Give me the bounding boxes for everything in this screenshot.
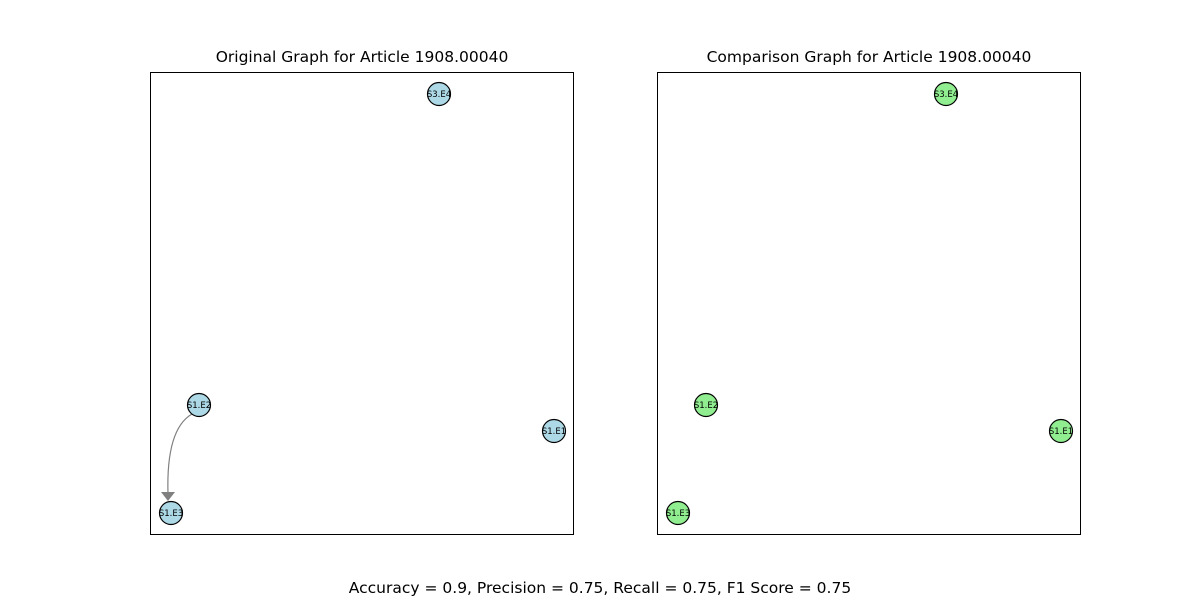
node-circle bbox=[158, 500, 184, 526]
node-S1.E1: S1.E1 bbox=[1048, 418, 1074, 444]
node-circle bbox=[186, 392, 212, 418]
arrowhead-S1.E2-to-S1.E3 bbox=[161, 492, 175, 501]
node-circle bbox=[426, 81, 452, 107]
original-graph-panel bbox=[150, 72, 574, 535]
node-label: S1.E3 bbox=[666, 509, 690, 519]
node-circle bbox=[933, 81, 959, 107]
node-label: S1.E3 bbox=[159, 509, 183, 519]
node-circle bbox=[665, 500, 691, 526]
node-circle bbox=[541, 418, 567, 444]
node-S1.E3: S1.E3 bbox=[665, 500, 691, 526]
comparison-graph-panel bbox=[657, 72, 1081, 535]
metrics-summary: Accuracy = 0.9, Precision = 0.75, Recall… bbox=[348, 579, 852, 597]
node-S1.E3: S1.E3 bbox=[158, 500, 184, 526]
node-circle bbox=[1048, 418, 1074, 444]
node-label: S1.E2 bbox=[694, 401, 718, 411]
node-label: S1.E2 bbox=[187, 401, 211, 411]
nodes-layer: S3.E4 S1.E2 S1.E1 S1.E3 S3.E4 S1.E2 S1.E1 S1.E3 bbox=[158, 81, 1074, 526]
edge-S1.E2-to-S1.E3 bbox=[167, 413, 193, 495]
node-circle bbox=[693, 392, 719, 418]
node-S1.E1: S1.E1 bbox=[541, 418, 567, 444]
node-S3.E4: S3.E4 bbox=[426, 81, 452, 107]
node-S1.E2: S1.E2 bbox=[693, 392, 719, 418]
node-label: S1.E1 bbox=[542, 427, 566, 437]
original-graph-title: Original Graph for Article 1908.00040 bbox=[215, 48, 509, 66]
node-label: S3.E4 bbox=[934, 90, 958, 100]
node-S1.E2: S1.E2 bbox=[186, 392, 212, 418]
comparison-graph-title: Comparison Graph for Article 1908.00040 bbox=[706, 48, 1032, 66]
node-S3.E4: S3.E4 bbox=[933, 81, 959, 107]
node-label: S1.E1 bbox=[1049, 427, 1073, 437]
edges-layer bbox=[161, 413, 193, 501]
node-label: S3.E4 bbox=[427, 90, 451, 100]
